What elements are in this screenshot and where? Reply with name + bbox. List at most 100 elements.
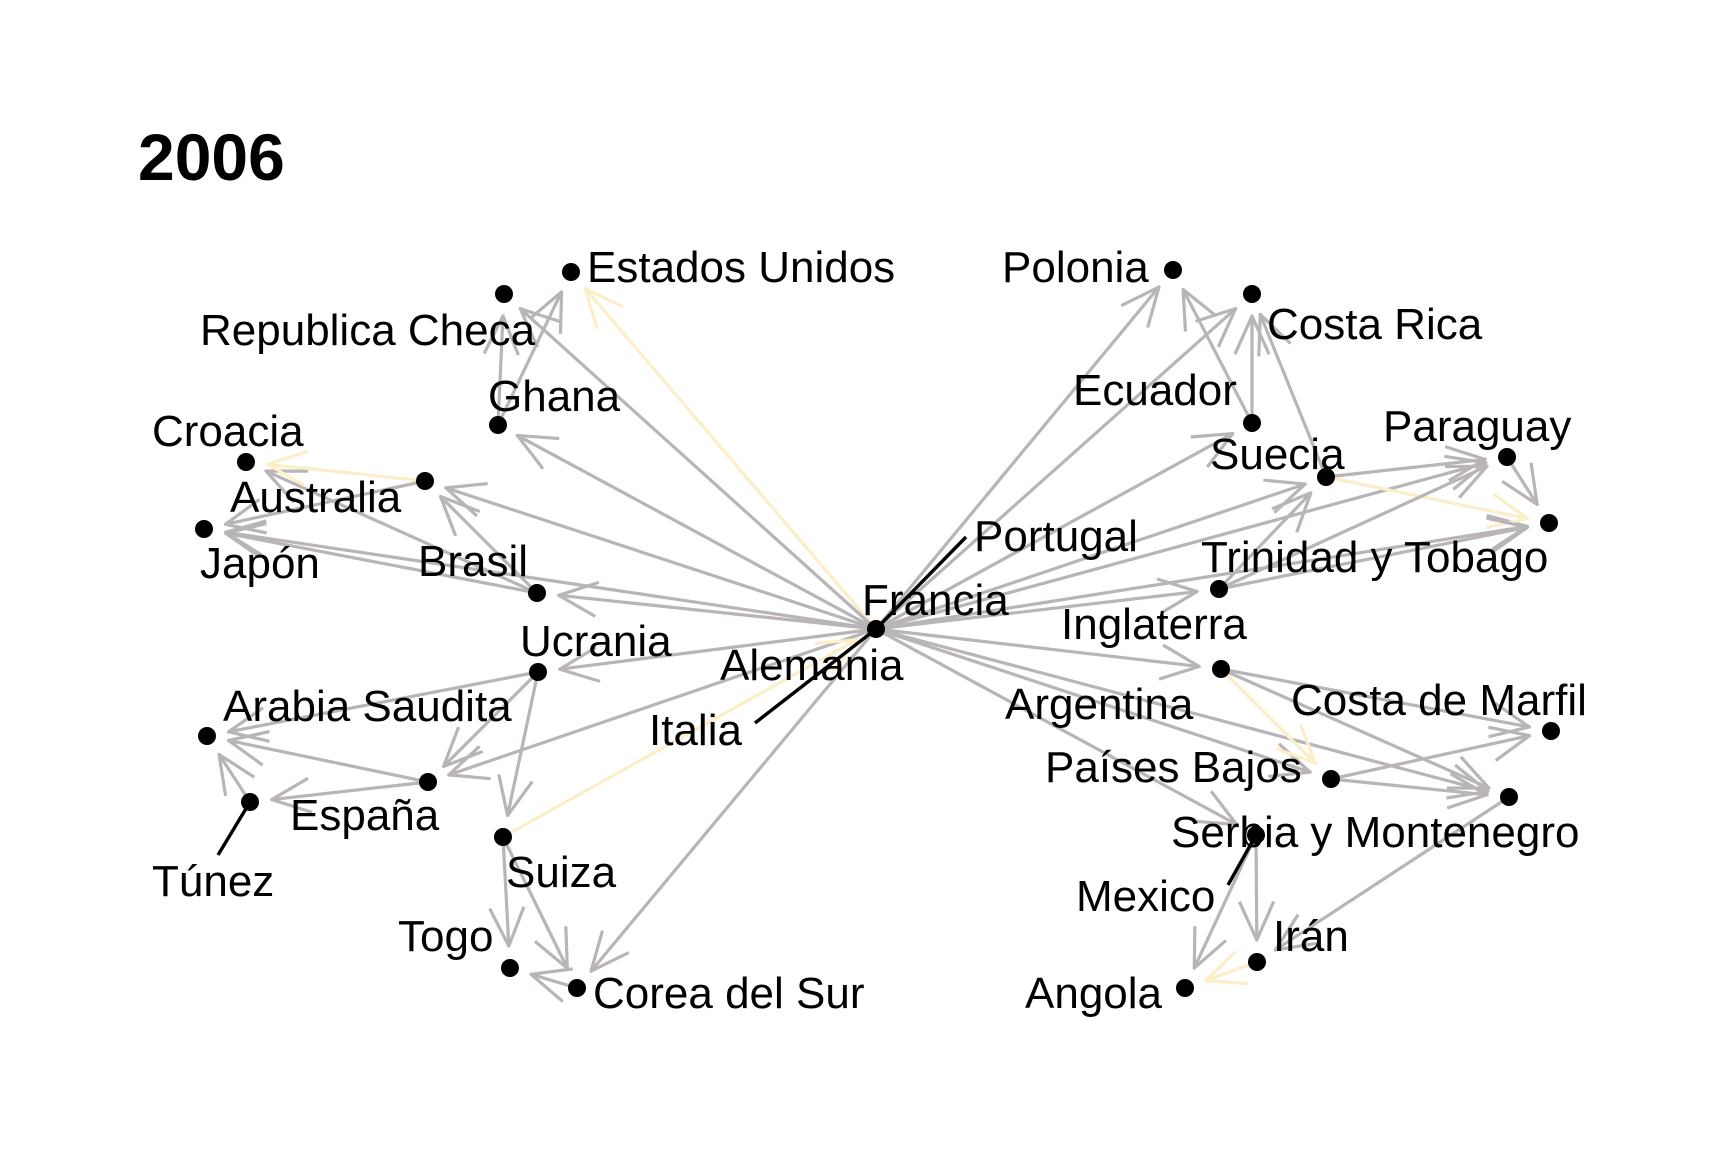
edge-ecuador-to-costa-rica <box>1233 314 1271 425</box>
edge-paises-bajos-to-serbia-y-montenegro <box>1329 772 1489 810</box>
edge-center-to-brasil <box>557 580 878 631</box>
node-label-ecuador: Ecuador <box>1073 366 1237 415</box>
leader-lines-layer <box>216 535 1258 886</box>
node-costa-de-marfil <box>1542 722 1560 740</box>
node-polonia <box>1164 261 1182 279</box>
node-label-brasil: Brasil <box>418 537 528 586</box>
node-republica-checa <box>495 285 513 303</box>
node-ghana <box>489 416 507 434</box>
node-label-togo: Togo <box>398 912 493 961</box>
node-suiza <box>494 828 512 846</box>
edge-center-to-republica-checa <box>518 307 878 631</box>
edge-argentina-to-serbia-y-montenegro <box>1219 667 1491 790</box>
node-label-tunez: Túnez <box>152 857 274 906</box>
edge-inglaterra-to-suecia <box>1217 491 1313 591</box>
edge-espana-to-tunez <box>270 776 430 814</box>
node-argentina <box>1212 660 1230 678</box>
node-label-suiza: Suiza <box>506 848 617 897</box>
node-label-iran: Irán <box>1273 912 1349 961</box>
node-arabia-saudita <box>198 727 216 745</box>
node-label-espana: España <box>290 791 440 840</box>
node-label-paraguay: Paraguay <box>1383 402 1571 451</box>
edge-iran-to-angola <box>1204 950 1259 986</box>
edge-suiza-to-togo <box>488 835 526 948</box>
edge-center-to-inglaterra <box>874 577 1199 631</box>
node-label-angola: Angola <box>1025 969 1163 1018</box>
edge-ghana-to-estados-unidos <box>496 290 564 427</box>
chart-title: 2006 <box>138 120 285 194</box>
node-label-australia: Australia <box>230 473 402 522</box>
node-label-serbia-y-montenegro: Serbia y Montenegro <box>1171 808 1579 857</box>
node-label-paises-bajos: Países Bajos <box>1045 743 1302 792</box>
edge-center-to-ghana <box>515 433 878 631</box>
edge-ghana-to-republica-checa <box>482 314 520 427</box>
node-suecia <box>1317 468 1335 486</box>
edge-ucrania-to-espana <box>441 670 540 769</box>
node-label-ghana: Ghana <box>488 372 621 421</box>
node-label-republica-checa: Republica Checa <box>200 306 536 355</box>
edge-center-to-estados-unidos <box>583 287 878 631</box>
edge-brasil-to-croacia <box>264 469 539 595</box>
node-label-portugal: Portugal <box>974 512 1138 561</box>
edge-argentina-to-costa-de-marfil <box>1219 667 1531 739</box>
node-label-mexico: Mexico <box>1076 872 1215 921</box>
edge-brasil-to-australia <box>438 494 539 595</box>
node-label-corea-del-sur: Corea del Sur <box>593 969 864 1018</box>
leader-line-mexico <box>1226 834 1258 886</box>
edge-suiza-to-center <box>501 638 859 839</box>
node-label-italia: Italia <box>649 706 742 755</box>
node-australia <box>416 472 434 490</box>
node-brasil <box>528 584 546 602</box>
edge-center-to-costa-rica <box>874 307 1238 631</box>
node-trinidad-y-tobago <box>1540 514 1558 532</box>
node-label-francia: Francia <box>862 576 1009 625</box>
node-paises-bajos <box>1322 770 1340 788</box>
edge-espana-to-arabia-saudita <box>226 729 430 784</box>
edge-brasil-to-japon <box>224 522 539 595</box>
edge-center-to-serbia-y-montenegro <box>874 627 1490 800</box>
node-inglaterra <box>1210 580 1228 598</box>
edge-paises-bajos-to-costa-de-marfil <box>1329 725 1532 781</box>
labels-layer: Estados Unidos Republica Checa Ghana Croaci… <box>152 243 1587 1018</box>
node-mexico <box>1247 826 1265 844</box>
edge-paraguay-to-trinidad-y-tobago <box>1501 455 1539 507</box>
node-label-ucrania: Ucrania <box>520 617 672 666</box>
edge-center-to-ucrania <box>558 627 878 683</box>
edge-suecia-to-trinidad-y-tobago <box>1324 475 1530 530</box>
node-costa-rica <box>1243 285 1261 303</box>
edge-australia-to-japon <box>223 479 427 535</box>
node-label-suecia: Suecia <box>1210 430 1345 479</box>
edge-argentina-to-paises-bajos <box>1219 667 1318 766</box>
node-label-inglaterra: Inglaterra <box>1061 600 1247 649</box>
node-label-costa-de-marfil: Costa de Marfil <box>1291 676 1587 725</box>
node-label-japon: Japón <box>200 539 320 588</box>
edge-mexico-to-iran <box>1237 833 1276 942</box>
edge-center-to-corea-del-sur <box>589 627 878 973</box>
node-label-estados-unidos: Estados Unidos <box>587 243 895 292</box>
node-iran <box>1248 953 1266 971</box>
node-label-argentina: Argentina <box>1005 680 1194 729</box>
edge-suecia-to-costa-rica <box>1257 312 1328 479</box>
node-label-costa-rica: Costa Rica <box>1267 300 1483 349</box>
node-label-alemania: Alemania <box>720 641 904 690</box>
node-label-polonia: Polonia <box>1002 243 1149 292</box>
edge-center-to-ecuador <box>874 431 1235 631</box>
leader-line-portugal <box>874 535 968 631</box>
node-paraguay <box>1498 448 1516 466</box>
node-angola <box>1176 979 1194 997</box>
edge-ucrania-to-arabia-saudita <box>226 670 540 743</box>
edge-center-to-argentina <box>874 627 1201 681</box>
node-togo <box>501 959 519 977</box>
node-label-croacia: Croacia <box>152 407 304 456</box>
node-serbia-y-montenegro <box>1500 788 1518 806</box>
node-label-arabia-saudita: Arabia Saudita <box>223 682 512 731</box>
node-francia <box>867 620 885 638</box>
edge-center-to-mexico <box>874 627 1239 827</box>
edge-serbia-y-montenegro-to-iran <box>1273 795 1511 952</box>
edge-inglaterra-to-trinidad-y-tobago <box>1217 516 1530 591</box>
edge-center-to-polonia <box>874 285 1161 631</box>
edge-ucrania-to-suiza <box>497 670 540 818</box>
node-ecuador <box>1243 414 1261 432</box>
